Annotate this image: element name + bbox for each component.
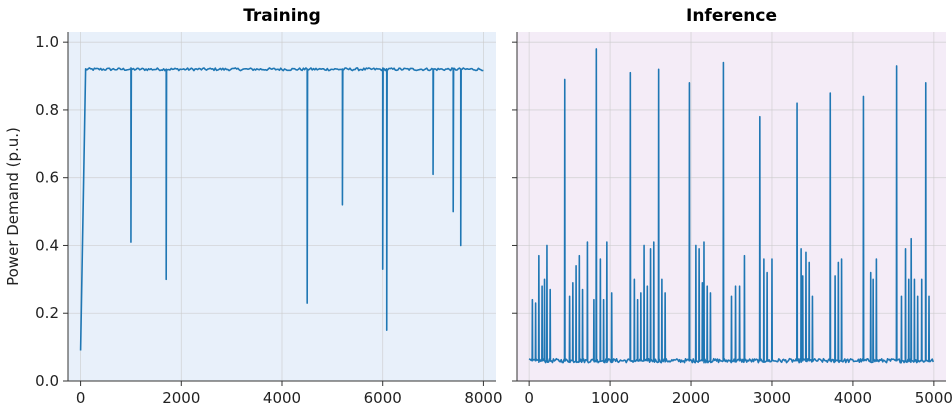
inference-title: Inference — [686, 6, 777, 26]
x-tick-label: 8000 — [464, 389, 502, 407]
training-x-ticks: 0 2000 4000 6000 8000 — [76, 381, 503, 407]
x-tick-label: 3000 — [753, 389, 791, 407]
x-tick-label: 6000 — [364, 389, 402, 407]
training-y-ticks: 0.0 0.2 0.4 0.6 0.8 1.0 — [35, 33, 68, 390]
y-tick-label: 0.6 — [35, 169, 59, 187]
inference-panel: 0 1000 2000 3000 4000 5000 Inference — [512, 6, 952, 407]
x-tick-label: 0 — [76, 389, 86, 407]
y-tick-label: 0.0 — [35, 372, 59, 390]
y-tick-label: 1.0 — [35, 33, 59, 51]
y-tick-label: 0.2 — [35, 304, 59, 322]
x-tick-label: 4000 — [834, 389, 872, 407]
training-panel: 0 2000 4000 6000 8000 0.0 0.2 0.4 0.6 0.8 1.0 Tra… — [4, 6, 503, 407]
training-gridlines — [68, 32, 496, 382]
x-tick-label: 4000 — [263, 389, 301, 407]
training-title: Training — [243, 6, 321, 26]
inference-x-ticks: 0 1000 2000 3000 4000 5000 — [524, 381, 952, 407]
x-tick-label: 5000 — [915, 389, 952, 407]
y-axis-label: Power Demand (p.u.) — [4, 127, 22, 286]
training-power-series-line — [79, 67, 484, 351]
x-tick-label: 2000 — [162, 389, 200, 407]
y-tick-label: 0.8 — [35, 101, 59, 119]
inference-power-series-line — [528, 48, 934, 364]
x-tick-label: 1000 — [591, 389, 629, 407]
inference-axes-spines — [516, 32, 946, 382]
x-tick-label: 2000 — [672, 389, 710, 407]
x-tick-label: 0 — [524, 389, 534, 407]
inference-y-ticks — [512, 41, 517, 382]
y-tick-label: 0.4 — [35, 236, 59, 254]
